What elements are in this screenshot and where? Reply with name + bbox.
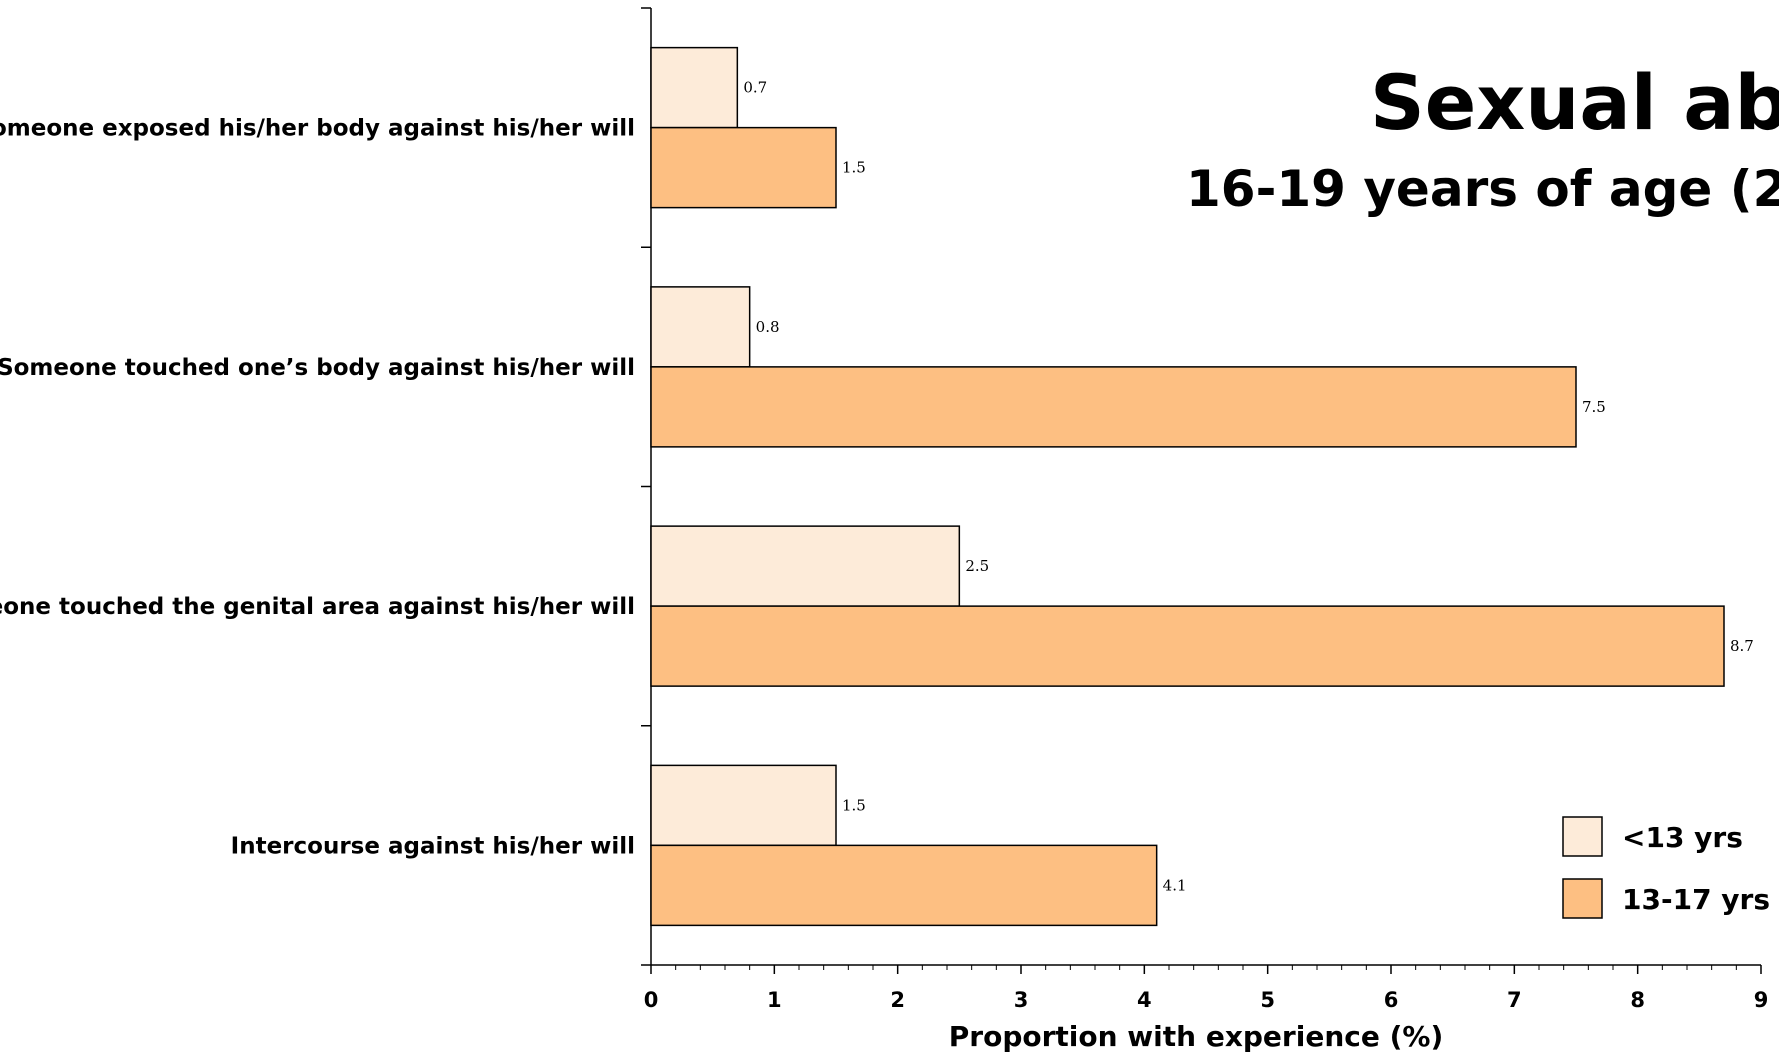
value-label: 1.5	[842, 796, 866, 814]
legend-swatch	[1562, 878, 1603, 919]
bar-under-13	[650, 764, 837, 847]
bar-13-17	[650, 605, 1725, 687]
category-label: Someone touched one’s body against his/h…	[0, 355, 635, 381]
chart-title: Sexual abu	[1370, 58, 1779, 147]
legend-swatch	[1562, 816, 1603, 857]
legend-label: <13 yrs	[1622, 821, 1743, 854]
category-label: Intercourse against his/her will	[231, 833, 635, 859]
category-label: Someone touched the genital area against…	[0, 594, 635, 620]
bar-under-13	[650, 286, 751, 368]
value-label: 4.1	[1163, 876, 1187, 894]
value-label: 7.5	[1582, 398, 1606, 416]
x-tick-label: 1	[767, 988, 782, 1012]
legend: <13 yrs 13-17 yrs	[1562, 816, 1770, 919]
category-label: Someone exposed his/her body against his…	[0, 116, 635, 142]
x-tick-label: 5	[1260, 988, 1275, 1012]
bar-under-13	[650, 525, 961, 607]
value-label: 8.7	[1730, 637, 1754, 655]
x-tick-label: 9	[1754, 988, 1769, 1012]
x-tick-label: 6	[1384, 988, 1399, 1012]
x-tick-label: 0	[644, 988, 659, 1012]
value-label: 2.5	[965, 557, 989, 575]
value-label: 1.5	[842, 159, 866, 177]
x-tick-label: 3	[1014, 988, 1029, 1012]
x-axis-title: Proportion with experience (%)	[949, 1020, 1443, 1053]
x-tick-label: 7	[1507, 988, 1522, 1012]
chart-subtitle: 16-19 years of age (20	[1186, 160, 1779, 218]
bars	[650, 46, 1725, 927]
bar-13-17	[650, 366, 1577, 448]
bar-13-17	[650, 844, 1158, 927]
axes: 0 1 2 3 4 5 6 7 8 9 Proportion with experience (%)	[641, 7, 1769, 1053]
value-label: 0.8	[756, 318, 780, 336]
x-tick-label: 8	[1630, 988, 1645, 1012]
value-label: 0.7	[743, 79, 767, 97]
legend-label: 13-17 yrs	[1622, 883, 1770, 916]
x-tick-label: 4	[1137, 988, 1152, 1012]
labels: 0.7 1.5 Someone exposed his/her body again…	[0, 79, 1754, 895]
bar-13-17	[650, 126, 837, 209]
bar-under-13	[650, 46, 739, 129]
x-tick-label: 2	[890, 988, 905, 1012]
